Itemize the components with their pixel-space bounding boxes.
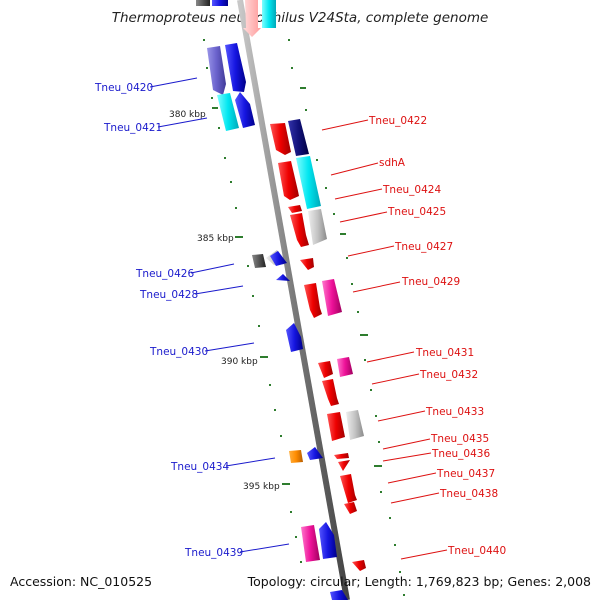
kbp-label-390: 390 kbp	[221, 357, 258, 367]
gene-label-right: Tneu_0425	[387, 206, 446, 218]
gene-block-0440	[352, 560, 366, 571]
left-gene-labels: Tneu_0420 Tneu_0421 Tneu_0426 Tneu_0428 …	[94, 82, 243, 559]
gene-block-0421a	[217, 93, 239, 131]
gene-block-0431b	[337, 357, 353, 377]
genome-summary-text: Topology: circular; Length: 1,769,823 bp…	[247, 574, 591, 589]
gene-label-right: Tneu_0433	[425, 406, 484, 418]
gene-label-right: Tneu_0440	[447, 545, 506, 557]
gene-label-right: Tneu_0437	[436, 468, 495, 480]
gene-block-0420a	[207, 46, 226, 95]
accession-text: Accession: NC_010525	[10, 574, 152, 589]
gene-label-left: Tneu_0426	[135, 268, 194, 280]
gene-label-right: Tneu_0422	[368, 115, 427, 127]
gene-label-right: Tneu_0432	[419, 369, 478, 381]
gene-block-0425a	[290, 213, 309, 247]
right-gene-labels: Tneu_0422 sdhA Tneu_0424 Tneu_0425 Tneu_…	[368, 115, 506, 557]
gene-block-0422a	[270, 123, 291, 155]
gene-block-0432	[322, 379, 339, 406]
gene-block-0421b	[235, 92, 255, 128]
map-title: Thermoproteus neutrophilus V24Sta, compl…	[112, 10, 489, 26]
gene-label-right: Tneu_0431	[415, 347, 474, 359]
gene-block-0439b	[319, 522, 337, 559]
genome-backbone	[237, 0, 350, 600]
gene-block-0431a	[318, 361, 333, 378]
gene-label-left: Tneu_0439	[184, 547, 243, 559]
gene-block-sdhA-a	[278, 161, 299, 200]
gene-block-0438	[344, 502, 357, 514]
left-leader-lines	[149, 77, 290, 553]
gene-block-0422b	[288, 119, 309, 156]
gene-block-0427	[300, 258, 314, 270]
gene-block-0436	[338, 460, 350, 471]
gene-block-0437	[340, 474, 357, 503]
gene-label-right: sdhA	[379, 157, 406, 169]
gene-block-0420b	[225, 43, 246, 92]
gene-label-right: Tneu_0436	[431, 448, 490, 460]
gene-label-right: Tneu_0424	[382, 184, 441, 196]
tick-marks	[203, 39, 405, 596]
gene-block-0435	[334, 453, 349, 459]
gene-block-0425b	[308, 209, 327, 245]
right-strand-genes	[270, 119, 366, 600]
gene-block-bottom	[330, 590, 348, 600]
gene-block-sdhA-b	[296, 156, 321, 209]
gene-block-0433b	[346, 410, 364, 440]
gene-label-right: Tneu_0435	[430, 433, 489, 445]
gene-label-right: Tneu_0427	[394, 241, 453, 253]
gene-label-left: Tneu_0434	[170, 461, 229, 473]
gene-block-0426a	[252, 254, 266, 268]
gene-block-0428	[276, 274, 290, 281]
right-leader-lines	[321, 119, 448, 560]
gene-block-0429a	[304, 283, 322, 318]
gene-label-left: Tneu_0430	[149, 346, 208, 358]
gene-block-0426c	[270, 251, 287, 266]
gene-label-left: Tneu_0421	[103, 122, 162, 134]
gene-block-0433a	[327, 412, 345, 441]
left-strand-genes	[207, 43, 337, 562]
gene-label-right: Tneu_0438	[439, 488, 498, 500]
top-genes	[196, 0, 276, 37]
kbp-label-380: 380 kbp	[169, 110, 206, 120]
gene-block-0434a	[289, 450, 303, 463]
kbp-label-385: 385 kbp	[197, 234, 234, 244]
gene-block-0430	[286, 323, 303, 352]
gene-block-0434b	[307, 447, 323, 460]
gene-label-left: Tneu_0428	[139, 289, 198, 301]
gene-block-0429b	[322, 279, 342, 316]
gene-label-right: Tneu_0429	[401, 276, 460, 288]
gene-block-0424	[288, 205, 302, 213]
gene-label-left: Tneu_0420	[94, 82, 153, 94]
kbp-label-395: 395 kbp	[243, 482, 280, 492]
gene-block-0439a	[301, 525, 320, 562]
